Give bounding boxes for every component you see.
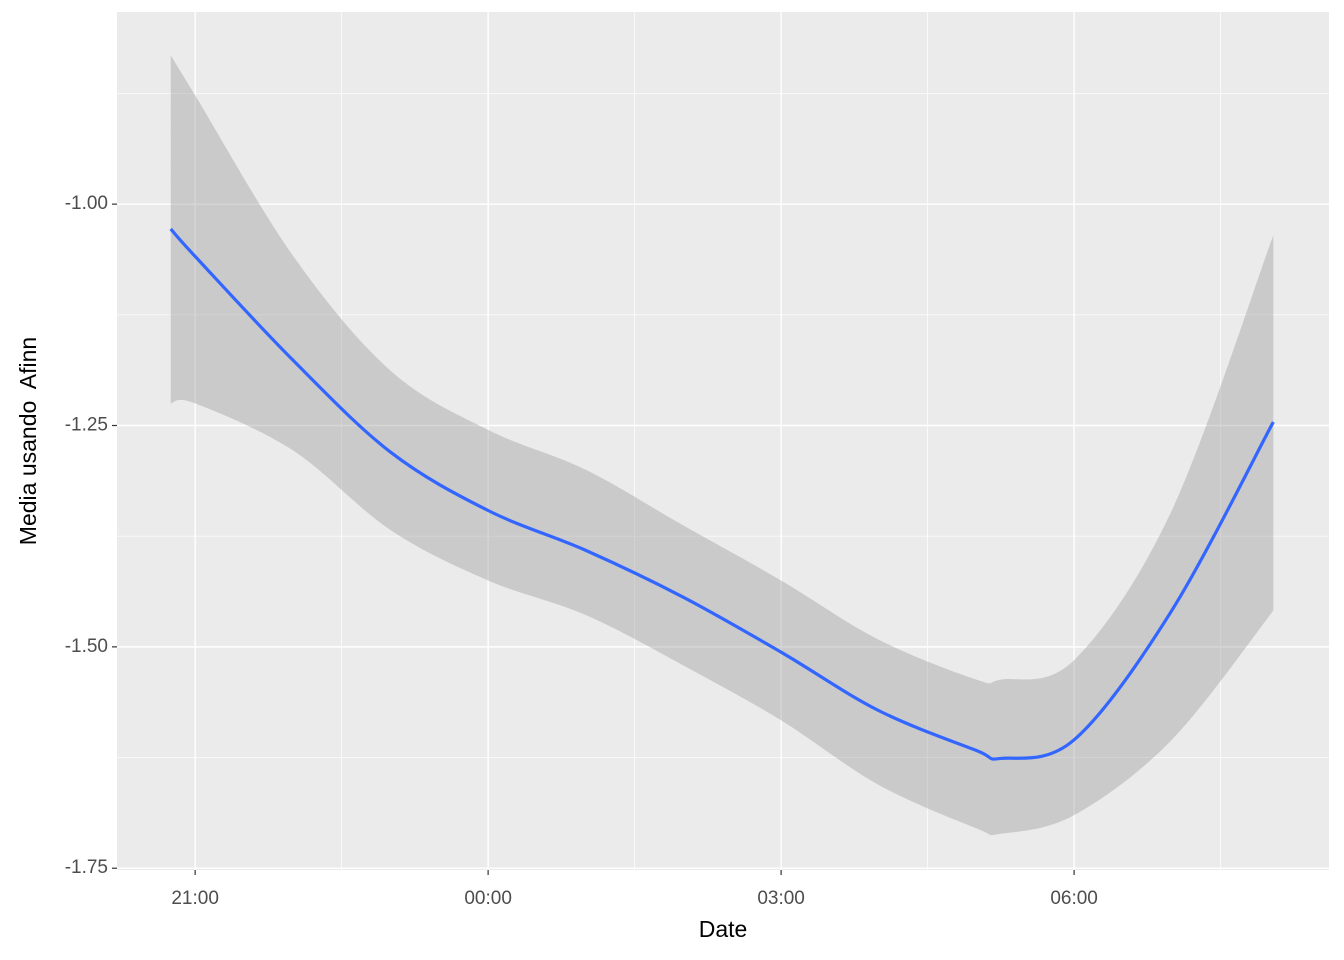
- x-tick-label: 06:00: [1050, 888, 1098, 909]
- x-axis-title: Date: [699, 916, 748, 942]
- confidence-band: [170, 55, 1274, 836]
- smooth-line: [169, 227, 1275, 761]
- panel: [117, 12, 1329, 870]
- x-tick-label: 00:00: [464, 888, 512, 909]
- y-tick-label: -1.50: [65, 636, 108, 657]
- y-axis-title: Media usando Afinn: [15, 337, 41, 545]
- x-tick-label: 03:00: [757, 888, 805, 909]
- y-tick-label: -1.75: [65, 857, 108, 878]
- y-tick-label: -1.00: [65, 193, 108, 214]
- x-tick-label: 21:00: [171, 888, 219, 909]
- y-tick-label: -1.25: [65, 415, 108, 436]
